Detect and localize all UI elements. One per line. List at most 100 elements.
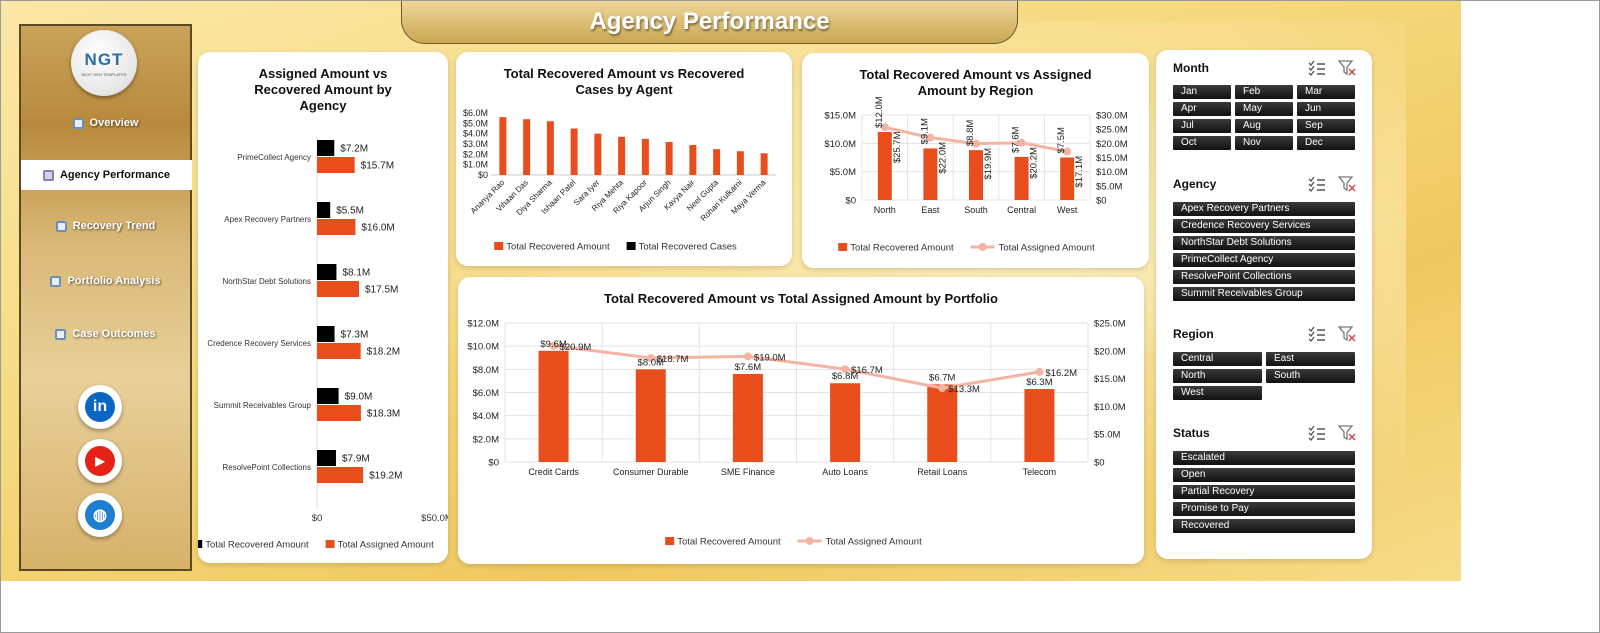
y-tick-label: $0	[478, 170, 488, 180]
slicer-item-region[interactable]: Central	[1173, 352, 1262, 366]
tick-label: $0	[312, 513, 323, 524]
website-button[interactable]: ◍	[78, 493, 122, 537]
multi-select-icon[interactable]	[1308, 176, 1326, 192]
nav-label: Portfolio Analysis	[67, 275, 161, 287]
nav-recovery-trend[interactable]: Recovery Trend	[21, 211, 190, 241]
slicer-item-agency[interactable]: Credence Recovery Services	[1173, 219, 1355, 233]
chart-title: Total Recovered Amount vs Recovered Case…	[503, 66, 745, 97]
bar	[317, 343, 361, 359]
linkedin-button[interactable]: in	[78, 385, 122, 429]
clear-filter-icon[interactable]	[1338, 425, 1356, 441]
nav-case-outcomes[interactable]: Case Outcomes	[21, 319, 190, 349]
nav-portfolio-analysis[interactable]: Portfolio Analysis	[21, 266, 190, 296]
y-tick-label: $0	[845, 196, 856, 207]
clear-filter-icon[interactable]	[1338, 326, 1356, 342]
data-label: $16.0M	[361, 223, 394, 234]
bar	[499, 117, 507, 175]
bar	[317, 450, 336, 466]
bar	[546, 121, 554, 175]
legend-label: Total Recovered Amount	[506, 242, 610, 253]
category-label: Credit Cards	[528, 467, 579, 477]
slicer-item-status[interactable]: Recovered	[1173, 519, 1355, 533]
category-label: Credence Recovery Services	[207, 339, 311, 348]
slicer-item-agency[interactable]: NorthStar Debt Solutions	[1173, 236, 1355, 250]
line-marker	[646, 354, 655, 363]
slicer-item-agency[interactable]: ResolvePoint Collections	[1173, 270, 1355, 284]
title-banner: Agency Performance	[401, 1, 1018, 44]
slicer-item-status[interactable]: Partial Recovery	[1173, 485, 1355, 499]
clear-filter-icon[interactable]	[1338, 60, 1356, 76]
legend-swatch-marker	[978, 243, 987, 251]
bar	[317, 467, 364, 483]
data-label: $18.2M	[367, 347, 400, 358]
nav-overview[interactable]: Overview	[21, 108, 190, 138]
y-tick-label: $5.0M	[463, 118, 488, 128]
category-label: Retail Loans	[917, 467, 968, 477]
slicer-item-status[interactable]: Escalated	[1173, 451, 1355, 465]
line-data-label: $17.1M	[1074, 156, 1085, 188]
data-label: $15.7M	[361, 161, 394, 172]
slicer-item-month[interactable]: Jan	[1173, 85, 1231, 99]
bar-data-label: $8.0M	[638, 357, 664, 368]
line-marker	[549, 341, 558, 350]
slicer-item-status[interactable]: Promise to Pay	[1173, 502, 1355, 516]
multi-select-icon[interactable]	[1308, 425, 1326, 441]
y-tick-label: $12.0M	[467, 319, 499, 330]
slicer-item-region[interactable]: South	[1266, 369, 1355, 383]
nav-label: Overview	[89, 117, 139, 129]
bar	[635, 369, 666, 462]
y2-tick-label: $25.0M	[1096, 125, 1128, 136]
bar	[317, 281, 359, 297]
slicer-item-month[interactable]: Sep	[1297, 119, 1355, 133]
bar-data-label: $6.8M	[832, 371, 858, 382]
bar	[317, 326, 335, 342]
slicer-item-month[interactable]: Nov	[1235, 136, 1293, 150]
category-label: Telecom	[1023, 467, 1057, 477]
data-label: $9.0M	[345, 392, 373, 403]
nav-label: Case Outcomes	[72, 328, 156, 340]
youtube-icon: ▶	[85, 446, 115, 476]
slicer-item-region[interactable]: North	[1173, 369, 1262, 383]
line-marker	[1063, 147, 1072, 156]
slicer-item-agency[interactable]: PrimeCollect Agency	[1173, 253, 1355, 267]
line-marker	[743, 352, 752, 361]
data-label: $18.3M	[367, 409, 400, 420]
slicer-item-month[interactable]: Dec	[1297, 136, 1355, 150]
slicer-title-region: Region	[1173, 327, 1214, 341]
category-label: ResolvePoint Collections	[223, 463, 312, 472]
bar	[317, 405, 361, 421]
nav-label: Agency Performance	[59, 169, 171, 181]
y-tick-label: $15.0M	[824, 111, 856, 122]
line-data-label: $18.7M	[657, 354, 689, 365]
slicer-item-month[interactable]: May	[1235, 102, 1293, 116]
slicer-item-region[interactable]: East	[1266, 352, 1355, 366]
bar-data-label: $9.1M	[919, 118, 930, 144]
y2-tick-label: $20.0M	[1094, 346, 1126, 357]
legend-swatch	[325, 540, 335, 548]
y2-tick-label: $0	[1094, 458, 1105, 469]
slicer-item-month[interactable]: Oct	[1173, 136, 1231, 150]
slicer-item-status[interactable]: Open	[1173, 468, 1355, 482]
slicer-item-month[interactable]: Apr	[1173, 102, 1231, 116]
multi-select-icon[interactable]	[1308, 60, 1326, 76]
slicer-item-agency[interactable]: Summit Receivables Group	[1173, 287, 1355, 301]
page-title: Agency Performance	[589, 8, 830, 35]
youtube-button[interactable]: ▶	[78, 439, 122, 483]
slicer-item-month[interactable]: Jun	[1297, 102, 1355, 116]
slicer-item-month[interactable]: Mar	[1297, 85, 1355, 99]
y-tick-label: $4.0M	[463, 129, 488, 139]
slicer-item-month[interactable]: Feb	[1235, 85, 1293, 99]
slicer-item-agency[interactable]: Apex Recovery Partners	[1173, 202, 1355, 216]
legend-label: Total Assigned Amount	[999, 243, 1095, 254]
globe-icon: ◍	[85, 500, 115, 530]
slicer-item-region[interactable]: West	[1173, 386, 1262, 400]
data-label: $8.1M	[342, 268, 370, 279]
y2-tick-label: $25.0M	[1094, 319, 1126, 330]
multi-select-icon[interactable]	[1308, 326, 1326, 342]
nav-agency-performance[interactable]: Agency Performance	[21, 160, 192, 190]
slicer-item-month[interactable]: Jul	[1173, 119, 1231, 133]
clear-filter-icon[interactable]	[1338, 176, 1356, 192]
slicer-item-month[interactable]: Aug	[1235, 119, 1293, 133]
